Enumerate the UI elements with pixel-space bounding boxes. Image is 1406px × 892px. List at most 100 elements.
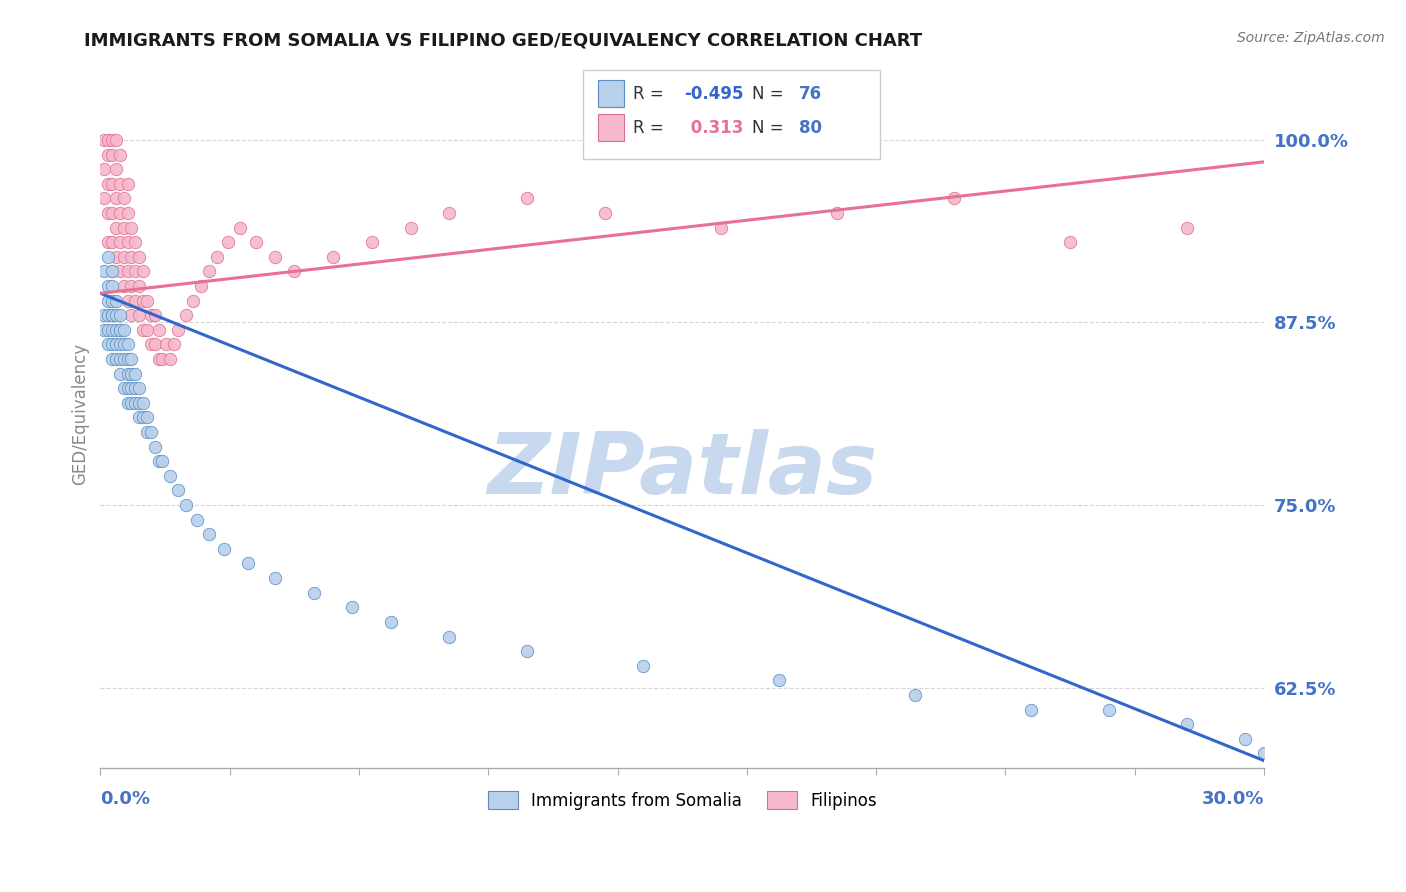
Text: 80: 80 <box>799 119 821 136</box>
Point <box>108 323 131 337</box>
Point <box>593 206 616 220</box>
Point <box>117 293 139 308</box>
Point <box>174 498 197 512</box>
Point <box>101 264 124 278</box>
Point <box>97 308 120 322</box>
Point <box>101 351 124 366</box>
Point <box>167 483 190 498</box>
Point <box>139 308 162 322</box>
Point <box>439 206 461 220</box>
Point <box>120 279 142 293</box>
Point <box>104 323 127 337</box>
Point <box>101 293 124 308</box>
Point <box>97 250 120 264</box>
Point <box>439 630 461 644</box>
Point <box>132 396 155 410</box>
Point <box>101 264 124 278</box>
Point <box>93 323 115 337</box>
Point <box>93 133 115 147</box>
Point <box>112 323 135 337</box>
Point <box>124 264 146 278</box>
Point <box>117 351 139 366</box>
Point <box>112 220 135 235</box>
Point <box>139 337 162 351</box>
Point <box>399 220 422 235</box>
Point <box>120 351 142 366</box>
Point <box>124 367 146 381</box>
Y-axis label: GED/Equivalency: GED/Equivalency <box>72 343 89 485</box>
Point <box>214 541 236 556</box>
Point <box>108 206 131 220</box>
Text: N =: N = <box>752 85 789 103</box>
Text: 30.0%: 30.0% <box>1202 789 1264 807</box>
Point <box>97 337 120 351</box>
Point <box>104 293 127 308</box>
FancyBboxPatch shape <box>583 70 880 159</box>
Point <box>104 308 127 322</box>
Point <box>112 250 135 264</box>
Point <box>198 264 221 278</box>
Point <box>104 220 127 235</box>
Point <box>132 410 155 425</box>
Point <box>1098 702 1121 716</box>
Point <box>93 191 115 205</box>
Point <box>229 220 252 235</box>
Text: ZIPatlas: ZIPatlas <box>486 429 877 512</box>
Point <box>198 527 221 541</box>
FancyBboxPatch shape <box>599 114 624 141</box>
Point <box>163 337 186 351</box>
Point <box>120 396 142 410</box>
Point <box>516 644 538 658</box>
Text: -0.495: -0.495 <box>685 85 744 103</box>
Text: R =: R = <box>633 85 669 103</box>
Point <box>124 381 146 395</box>
Point <box>132 293 155 308</box>
Point <box>104 351 127 366</box>
Point <box>516 191 538 205</box>
Point <box>139 425 162 439</box>
Point <box>135 293 157 308</box>
Point <box>117 367 139 381</box>
Point <box>117 177 139 191</box>
Point <box>117 264 139 278</box>
Point <box>174 308 197 322</box>
Point <box>117 235 139 249</box>
Point <box>101 308 124 322</box>
Point <box>132 264 155 278</box>
Point <box>112 381 135 395</box>
Point <box>135 410 157 425</box>
Point <box>117 381 139 395</box>
Point <box>152 454 174 468</box>
Point <box>768 673 790 688</box>
Point <box>183 293 205 308</box>
Point <box>1059 235 1081 249</box>
Point <box>101 147 124 161</box>
Point <box>108 235 131 249</box>
Point <box>112 351 135 366</box>
Text: IMMIGRANTS FROM SOMALIA VS FILIPINO GED/EQUIVALENCY CORRELATION CHART: IMMIGRANTS FROM SOMALIA VS FILIPINO GED/… <box>84 31 922 49</box>
Point <box>108 264 131 278</box>
Point <box>128 308 150 322</box>
Point <box>322 250 344 264</box>
Point <box>120 367 142 381</box>
Point <box>380 615 402 629</box>
Point <box>128 250 150 264</box>
Point <box>112 191 135 205</box>
Point <box>245 235 267 249</box>
Point <box>104 250 127 264</box>
Point <box>120 220 142 235</box>
Text: Source: ZipAtlas.com: Source: ZipAtlas.com <box>1237 31 1385 45</box>
Point <box>128 396 150 410</box>
Point <box>190 279 212 293</box>
Point <box>97 235 120 249</box>
Point <box>148 351 170 366</box>
Point <box>120 250 142 264</box>
Text: 0.0%: 0.0% <box>100 789 150 807</box>
Point <box>942 191 965 205</box>
Point <box>143 337 166 351</box>
Point <box>101 133 124 147</box>
Point <box>104 191 127 205</box>
Point <box>101 177 124 191</box>
Point <box>97 177 120 191</box>
Point <box>97 323 120 337</box>
